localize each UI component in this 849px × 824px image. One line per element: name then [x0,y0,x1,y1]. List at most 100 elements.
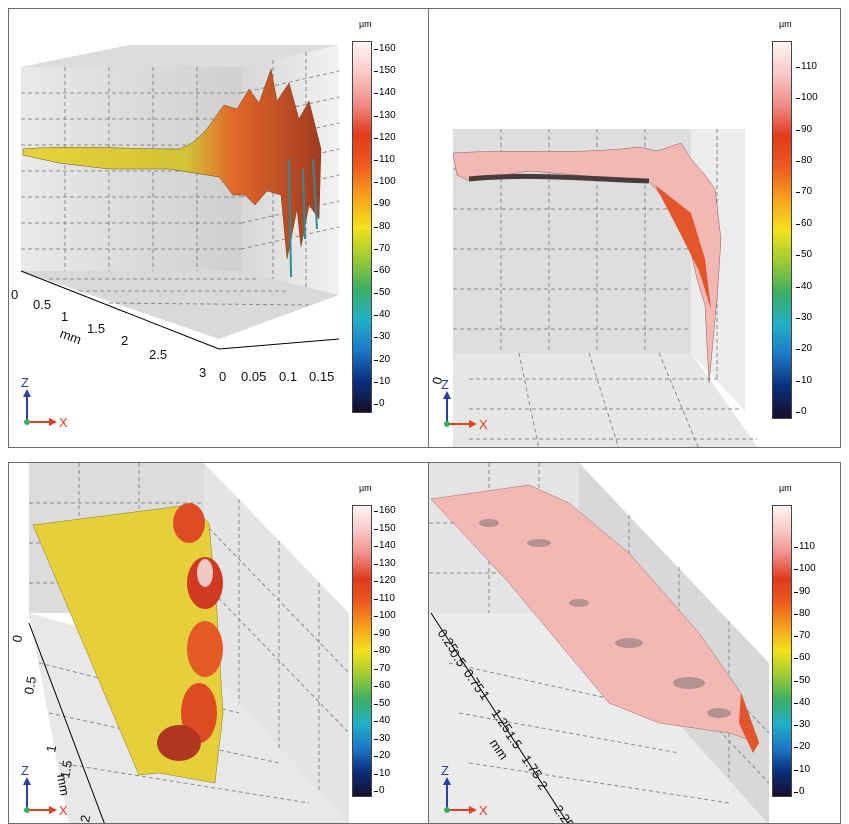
colorbar-tick-label: 60 [373,680,391,691]
axis2-tick: 0.15 [309,369,334,384]
colorbar-tick-label: 40 [373,309,391,321]
3d-scene-top-right[interactable]: 0 [429,9,841,448]
floor [21,271,339,339]
3d-scene-bottom-right[interactable]: 0.25 0.5 0.75 1 1.25 1.5 1.75 2 2.25 mm [429,463,841,824]
colorbar-tick-label: 30 [373,331,391,343]
colorbar-tick-label: 100 [794,563,816,575]
colorbar-tick-label: 130 [374,109,396,121]
triad-z-label: Z [21,763,29,778]
axis1-tick: 0 [11,287,18,302]
colorbar-tick-label: 90 [793,585,811,597]
colorbar-tick-label: 0 [374,785,385,796]
axis1-tick: 0 [9,634,25,644]
colorbar-tick-label: 50 [795,249,813,261]
colorbar-tick-label: 20 [373,353,391,365]
colorbar-tick-label: 100 [796,92,818,104]
colorbar-tick-label: 30 [795,311,813,323]
3d-scene-top-left[interactable]: 0 0.5 1 1.5 2 2.5 3 mm 0 0.05 0.1 0.15 [9,9,429,448]
surface-texture [479,519,731,718]
colorbar-tick-label: 40 [795,280,813,292]
triad-x-label: X [59,415,68,430]
colorbar-tick-label: 90 [373,198,391,210]
colorbar-tick-label: 60 [795,217,813,229]
colorbar-tick-label: 50 [373,697,391,709]
triad-z-label: Z [441,763,449,778]
triad-arrows [443,391,477,428]
colorbar-unit: µm [359,483,372,493]
colorbar-tick-label: 10 [373,767,391,779]
axis-triad: Z X [17,375,77,430]
colorbar-tick-label: 110 [374,592,395,604]
triad-x-label: X [479,803,488,818]
colorbar-tick-label: 60 [373,264,391,276]
colorbar-tick-label: 0 [794,786,805,797]
axis1-tick: 2 [77,814,93,824]
colorbar-tick-label: 70 [795,186,813,198]
colorbar-tick-label: 70 [793,630,811,642]
colorbar [352,41,372,413]
colorbar-tick-label: 100 [374,610,396,621]
axis-line [28,622,105,823]
axis1-tick: 0 [429,376,445,386]
colorbar-tick-label: 90 [795,123,813,135]
axis1-tick: 3 [199,365,206,380]
axis1-tick: 1.5 [87,321,105,336]
floor [429,613,768,823]
surface-edge [468,173,650,184]
floor [453,353,758,447]
colorbar-tick-label: 150 [374,522,396,534]
colorbar-tick-label: 160 [374,43,396,54]
viewport-bottom-right[interactable]: 0.25 0.5 0.75 1 1.25 1.5 1.75 2 2.25 mm … [428,462,841,824]
colorbar-unit: µm [779,19,792,29]
surface-hot-zone [655,185,711,309]
axis2-tick: 0.05 [241,369,266,384]
colorbar-tick-label: 120 [374,131,396,143]
colorbar-tick-label: 150 [374,65,396,77]
colorbar-tick-label: 110 [796,61,817,72]
axis1-tick: 2 [121,333,128,348]
colorbar-tick-label: 50 [373,287,391,299]
axis1-tick: 0.5 [21,675,39,695]
colorbar-tick-label: 80 [373,645,391,656]
back-wall [453,129,691,353]
colorbar-tick-label: 50 [793,674,811,686]
colorbar-tick-label: 0 [374,398,385,409]
colorbar-tick-label: 130 [374,557,396,569]
viewport-bottom-left[interactable]: 0 0.5 1 1.5 2 mm µm Z X 160 150 140 130 120 1… [8,462,429,824]
axis1-label: mm [54,773,73,797]
colorbar-tick-label: 140 [374,87,396,99]
colorbar-tick-label: 80 [795,155,813,167]
colorbar-tick-label: 30 [373,732,391,744]
colorbar-tick-label: 80 [373,220,391,232]
colorbar-tick-label: 120 [374,575,396,586]
side-wall [204,463,349,823]
triad-arrows [443,777,477,814]
triad-arrows [23,389,57,426]
axis1-tick: 1 [61,309,68,324]
axis1-tick: 0.5 [33,297,51,312]
colorbar-tick-label: 90 [373,627,391,639]
colorbar-tick-label: 0 [796,406,807,417]
3d-scene-bottom-left[interactable]: 0 0.5 1 1.5 2 mm [9,463,429,824]
colorbar-tick-label: 110 [794,541,815,552]
triad-arrows [23,777,57,814]
viewport-top-right[interactable]: 0 µm Z X 110 100 90 80 70 60 50 40 30 20 10 0 [428,8,841,448]
colorbar-tick-label: 40 [373,715,391,726]
axis1-tick: 2.5 [149,347,167,362]
surface-ridge [157,503,223,761]
axis-triad: Z X [437,377,497,432]
axis-ticks [20,270,340,350]
surface-mesh [22,68,322,260]
surface-hot-zone [739,693,759,753]
colorbar-unit: µm [359,19,372,29]
ceiling [21,45,339,67]
colorbar [352,505,372,797]
axis-line [430,612,569,823]
colorbar [772,505,792,797]
colorbar-tick-label: 20 [795,343,813,355]
colorbar-tick-label: 10 [795,374,813,386]
colorbar-tick-label: 160 [374,505,396,516]
viewport-top-left[interactable]: 0 0.5 1 1.5 2 2.5 3 mm 0 0.05 0.1 0.15 µ… [8,8,429,448]
colorbar-tick-label: 20 [793,741,811,753]
colorbar-tick-label: 100 [374,176,396,188]
